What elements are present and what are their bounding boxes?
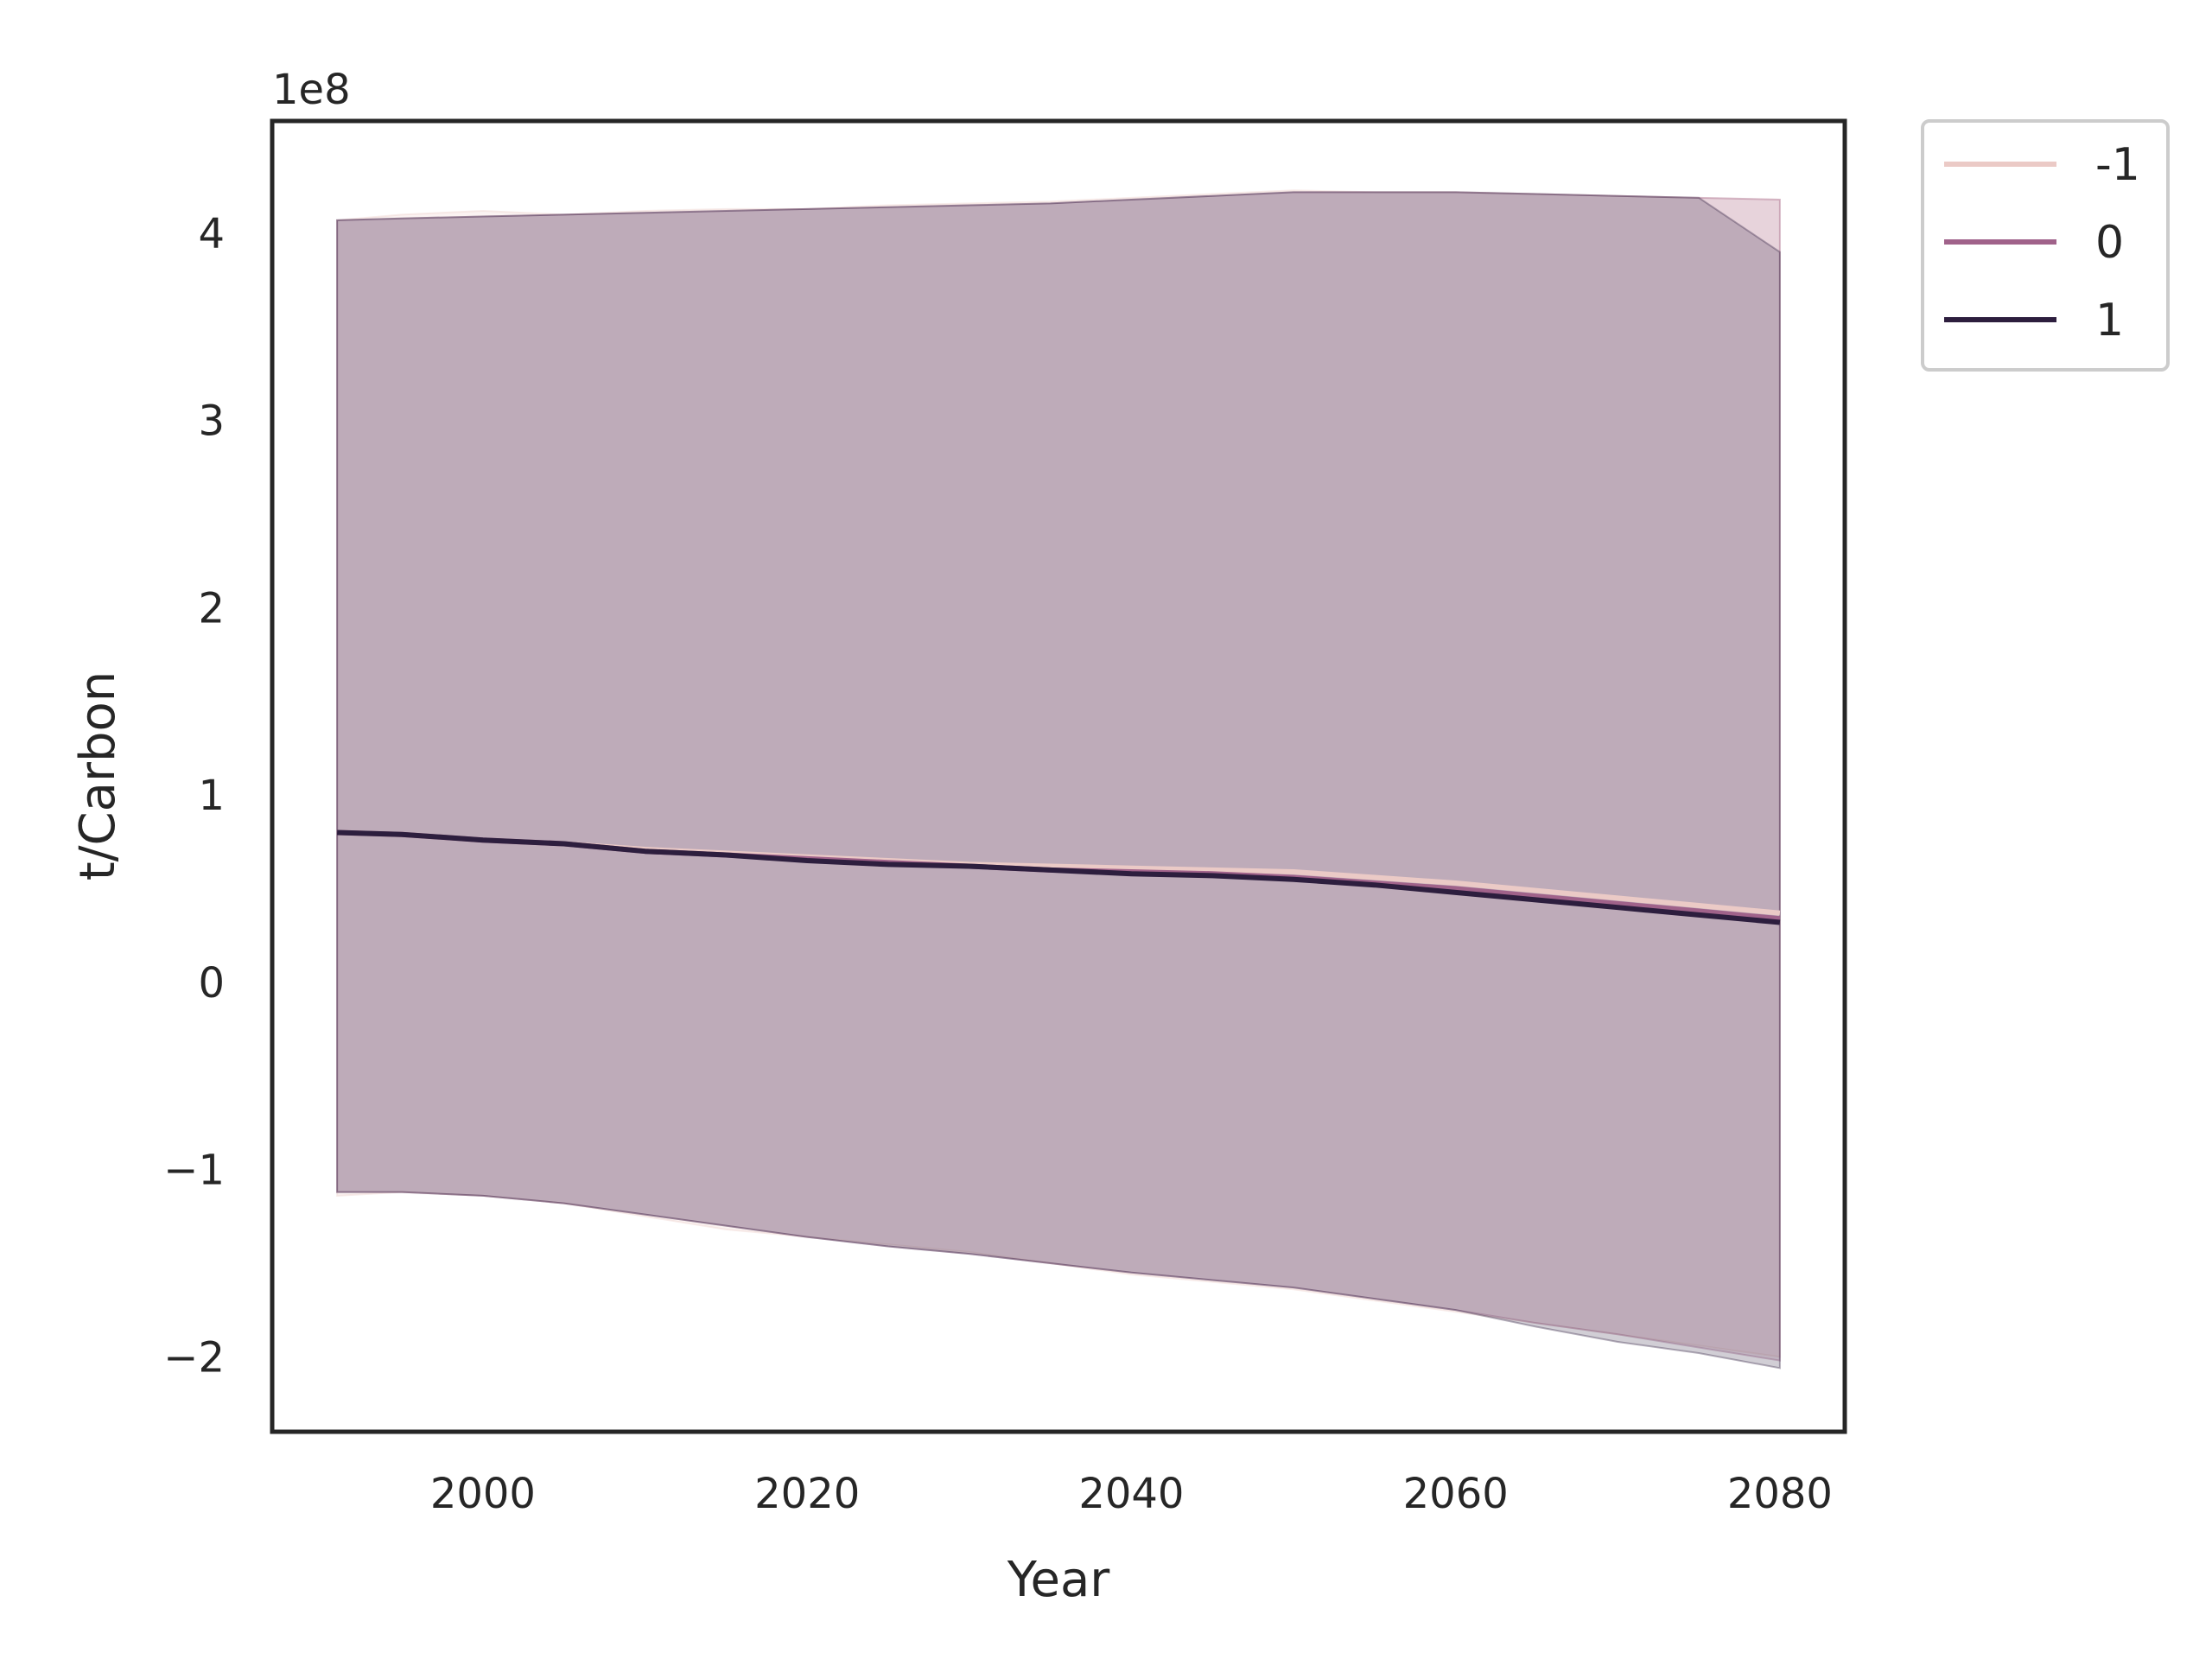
plot-frame xyxy=(270,118,1847,1434)
x-tick-label: 2060 xyxy=(1403,1470,1509,1518)
y-tick-label: −2 xyxy=(163,1333,225,1382)
legend-label: 1 xyxy=(2095,295,2124,346)
series-0-band xyxy=(336,189,1781,1358)
y-tick-label: 0 xyxy=(198,959,225,1007)
legend: -1 0 1 xyxy=(1921,119,2170,372)
y-axis-label: t/Carbon xyxy=(70,671,126,881)
series-lines xyxy=(337,830,1781,925)
x-tick-label: 2040 xyxy=(1078,1470,1184,1518)
x-tick-label: 2020 xyxy=(754,1470,860,1518)
y-tick-label: 4 xyxy=(198,210,225,258)
series-1-band xyxy=(336,191,1781,1362)
y-tick-label: −1 xyxy=(163,1147,225,1195)
y-tick-label: 3 xyxy=(198,397,225,446)
legend-label: 0 xyxy=(2095,217,2124,269)
series-2-line xyxy=(337,830,1781,925)
confidence-bands xyxy=(336,189,1781,1370)
x-tick-label: 2080 xyxy=(1727,1470,1833,1518)
y-offset-label: 1e8 xyxy=(272,66,351,114)
legend-frame xyxy=(1921,119,2170,372)
x-axis-ticks: 2000 2020 2040 2060 2080 xyxy=(430,1470,1833,1518)
y-axis-ticks: −2 −1 0 1 2 3 4 xyxy=(163,210,225,1382)
legend-label: -1 xyxy=(2095,139,2140,191)
y-tick-label: 2 xyxy=(198,585,225,633)
y-tick-label: 1 xyxy=(198,772,225,820)
x-tick-label: 2000 xyxy=(430,1470,536,1518)
x-axis-label: Year xyxy=(1007,1552,1111,1608)
series-2-band xyxy=(336,191,1781,1370)
